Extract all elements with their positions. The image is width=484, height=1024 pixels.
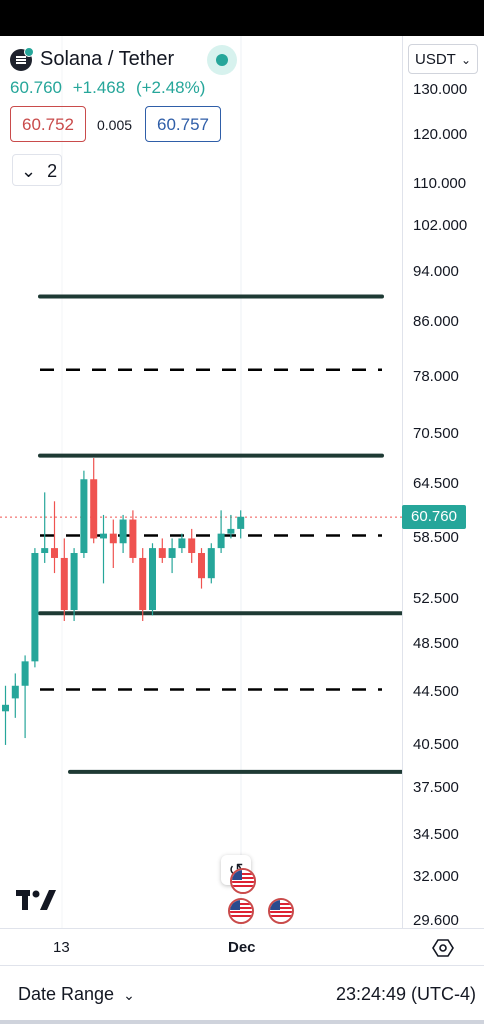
price-chart[interactable]	[0, 36, 402, 928]
currency-select[interactable]: USDT ⌄	[408, 44, 478, 74]
candle-body	[168, 548, 176, 558]
candle-body	[51, 548, 58, 558]
candle-body	[60, 557, 68, 610]
price-tick-label: 110.000	[413, 174, 467, 192]
candle-body	[158, 548, 166, 558]
candle-body	[41, 548, 49, 554]
candle-body	[119, 519, 127, 544]
price-tick-label: 44.500	[413, 683, 459, 701]
candle-body	[198, 553, 205, 579]
timezone-clock[interactable]: 23:24:49 (UTC-4)	[335, 984, 476, 1004]
candle-body	[237, 516, 245, 529]
current-price-label: 60.760	[402, 505, 466, 530]
price-tick-label: 37.500	[413, 779, 459, 797]
chevron-down-icon: ⌄	[460, 53, 471, 67]
price-tick-label: 78.000	[413, 367, 459, 385]
candle-body	[11, 685, 19, 699]
candle-body	[80, 479, 88, 554]
price-tick-label: 48.500	[413, 634, 459, 652]
us-flag-event-icon[interactable]	[230, 868, 256, 894]
price-summary: 60.760 +1.468 (+2.48%)	[10, 78, 211, 98]
candle-body	[227, 528, 235, 534]
candle-body	[129, 519, 137, 558]
price-tick-label: 94.000	[413, 263, 459, 281]
chart-area[interactable]	[0, 36, 402, 928]
spread-value: 0.005	[97, 117, 133, 133]
market-open-indicator	[207, 45, 237, 75]
price-tick-label: 58.500	[413, 529, 459, 547]
us-flag-event-icon[interactable]	[268, 898, 294, 924]
time-label: Dec	[228, 939, 256, 956]
price-tick-label: 102.000	[413, 217, 468, 235]
symbol-header[interactable]: Solana / Tether	[10, 46, 175, 71]
indicators-count: 2	[47, 161, 58, 181]
price-change-percent: (+2.48%)	[135, 78, 206, 97]
last-price: 60.760	[10, 78, 62, 97]
candle-body	[70, 553, 78, 610]
currency-value: USDT	[415, 51, 456, 68]
date-range-label: Date Range	[18, 984, 115, 1004]
time-axis[interactable]: 13 Dec	[0, 928, 484, 966]
sell-button[interactable]: 60.752	[10, 106, 86, 142]
time-label: 13	[53, 939, 70, 956]
status-bar	[0, 0, 484, 36]
us-flag-event-icon[interactable]	[228, 898, 254, 924]
price-tick-label: 64.500	[413, 474, 459, 492]
solana-logo-icon	[10, 46, 34, 71]
candle-body	[188, 538, 196, 554]
candle-body	[207, 548, 215, 579]
price-change: +1.468	[72, 78, 126, 97]
candle-body	[217, 533, 225, 549]
candle-body	[139, 557, 147, 610]
candle-body	[149, 548, 156, 610]
candle-body	[2, 704, 9, 712]
price-tick-label: 86.000	[413, 313, 459, 331]
chevron-down-icon: ⌄	[21, 161, 37, 181]
price-tick-label: 120.000	[413, 125, 468, 143]
chart-settings-icon[interactable]	[432, 937, 454, 959]
candle-body	[100, 533, 107, 539]
price-axis[interactable]: 130.000 120.000 110.000 102.000 94.000 86.000…	[402, 36, 484, 929]
tradingview-logo-icon[interactable]	[16, 890, 58, 912]
price-tick-label: 32.000	[413, 868, 459, 886]
chevron-down-icon: ⌄	[123, 987, 135, 1003]
price-tick-label: 34.500	[413, 825, 459, 843]
candle-body	[178, 538, 186, 549]
candle-body	[109, 533, 117, 544]
buy-button[interactable]: 60.757	[145, 106, 221, 142]
symbol-title: Solana / Tether	[40, 48, 175, 70]
price-tick-label: 70.500	[413, 424, 459, 442]
price-tick-label: 29.600	[413, 912, 459, 929]
system-nav-bar	[0, 1020, 484, 1024]
price-tick-label: 40.500	[413, 735, 459, 753]
indicators-toggle-button[interactable]: ⌄ 2	[12, 154, 62, 186]
candle-body	[21, 661, 29, 686]
candle-body	[90, 479, 98, 539]
footer-bar: Date Range ⌄ 23:24:49 (UTC-4)	[0, 966, 484, 1020]
candle-body	[31, 553, 39, 662]
date-range-button[interactable]: Date Range ⌄	[18, 984, 135, 1005]
price-tick-label: 52.500	[413, 590, 459, 608]
price-tick-label: 130.000	[413, 81, 468, 98]
